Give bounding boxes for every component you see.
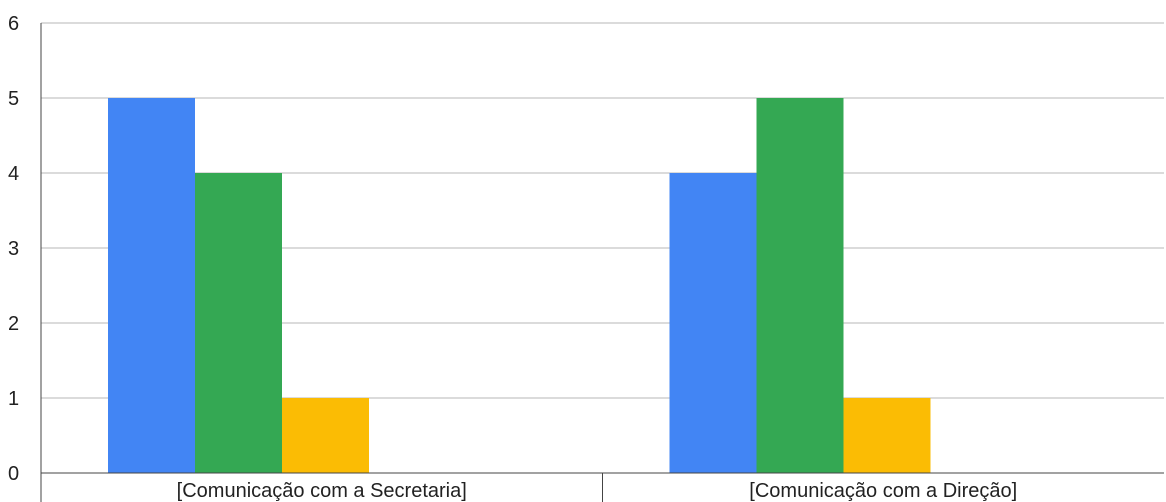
x-category-label: [Comunicação com a Direção] xyxy=(749,480,1017,502)
y-tick-label: 1 xyxy=(8,388,19,410)
axes xyxy=(40,23,1164,502)
bar-series2-cat2 xyxy=(756,98,844,473)
y-tick-label: 6 xyxy=(8,13,19,35)
y-axis-ticks: 0 1 2 3 4 5 6 xyxy=(8,13,19,485)
y-tick-label: 2 xyxy=(8,313,19,335)
bar-series3-cat1 xyxy=(282,398,369,473)
bar-series1-cat2 xyxy=(669,173,757,473)
bars xyxy=(108,98,931,473)
y-tick-label: 0 xyxy=(8,463,19,485)
bar-series3-cat2 xyxy=(843,398,931,473)
y-tick-label: 4 xyxy=(8,163,19,185)
bar-series2-cat1 xyxy=(195,173,282,473)
x-category-label: [Comunicação com a Secretaria] xyxy=(177,480,467,502)
category-labels: [Comunicação com a Secretaria] [Comunicaç… xyxy=(177,480,1018,502)
y-tick-label: 3 xyxy=(8,238,19,260)
bar-series1-cat1 xyxy=(108,98,195,473)
y-tick-label: 5 xyxy=(8,88,19,110)
